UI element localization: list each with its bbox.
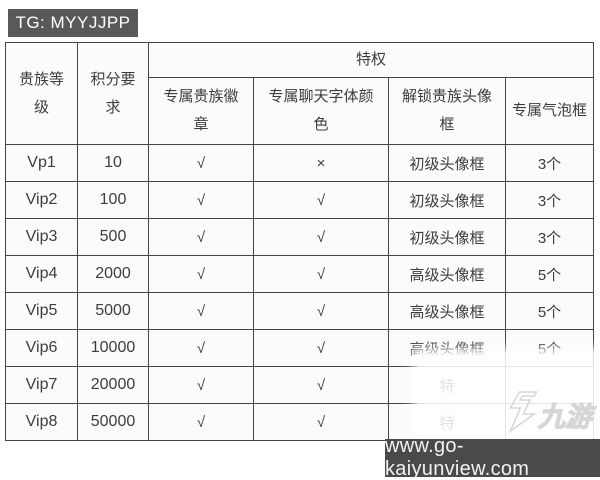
header-points: 积分要 求 <box>77 42 149 145</box>
cell-badge-flag: √ <box>148 292 254 330</box>
tg-watermark-text: TG: MYYJJPP <box>15 13 131 32</box>
cell-avatar-frame: 初级头像框 <box>388 144 506 182</box>
jiuyou-logo: 九游 <box>508 391 598 434</box>
jiuyou-logo-mark <box>508 391 538 434</box>
cell-badge-flag: √ <box>148 403 254 441</box>
header-row-sub: 专属贵族徽 章 专属聊天字体颜 色 解锁贵族头像 框 专属气泡框 <box>6 77 595 145</box>
cell-level: Vip6 <box>5 329 78 367</box>
cell-points: 100 <box>77 181 149 219</box>
jiuyou-logo-text: 九游 <box>537 402 597 432</box>
cell-avatar-frame: 初级头像框 <box>388 181 506 219</box>
cell-level: Vip3 <box>5 218 78 256</box>
cell-fontcolor-flag: √ <box>253 181 389 219</box>
header-font-color: 专属聊天字体颜 色 <box>253 77 389 145</box>
cell-points: 2000 <box>77 255 149 293</box>
cell-fontcolor-flag: × <box>253 144 389 182</box>
header-avatar-frame: 解锁贵族头像 框 <box>388 77 506 145</box>
header-level: 贵族等 级 <box>5 42 78 145</box>
cell-badge-flag: √ <box>148 366 254 404</box>
cell-badge-flag: √ <box>148 218 254 256</box>
cell-points: 5000 <box>77 292 149 330</box>
table-row: Vip3 500 √ √ 初级头像框 3个 <box>5 218 595 256</box>
cell-level: Vip7 <box>5 366 78 404</box>
cell-badge-flag: √ <box>148 255 254 293</box>
cell-level: Vp1 <box>5 144 78 182</box>
header-badge: 专属贵族徽 章 <box>148 77 254 145</box>
cell-level: Vip5 <box>5 292 78 330</box>
cell-fontcolor-flag: √ <box>253 403 389 441</box>
cell-avatar-frame: 初级头像框 <box>388 218 506 256</box>
table-row: Vip4 2000 √ √ 高级头像框 5个 <box>5 255 595 293</box>
cell-bubble-count: 5个 <box>504 255 595 293</box>
cell-points: 50000 <box>77 403 149 441</box>
cell-bubble-count: 5个 <box>504 292 595 330</box>
tg-watermark-badge: TG: MYYJJPP <box>8 9 138 37</box>
cell-bubble-count: 3个 <box>504 144 595 182</box>
cell-fontcolor-flag: √ <box>253 255 389 293</box>
cell-level: Vip8 <box>5 403 78 441</box>
cell-points: 500 <box>77 218 149 256</box>
cell-bubble-count: 3个 <box>504 181 595 219</box>
table-row: Vip6 10000 √ √ 高级头像框 5个 <box>5 329 595 367</box>
cell-fontcolor-flag: √ <box>253 366 389 404</box>
table-row: Vip2 100 √ √ 初级头像框 3个 <box>5 181 595 219</box>
header-bubble: 专属气泡框 <box>504 77 595 145</box>
table-row: Vip5 5000 √ √ 高级头像框 5个 <box>5 292 595 330</box>
cell-points: 10 <box>77 144 149 182</box>
cell-badge-flag: √ <box>148 181 254 219</box>
cell-fontcolor-flag: √ <box>253 329 389 367</box>
cell-points: 20000 <box>77 366 149 404</box>
cell-avatar-frame: 高级头像框 <box>388 255 506 293</box>
cell-avatar-frame: 高级头像框 <box>388 292 506 330</box>
white-watermark-overlay <box>418 353 600 441</box>
cell-fontcolor-flag: √ <box>253 218 389 256</box>
table-row: Vp1 10 √ × 初级头像框 3个 <box>5 144 595 182</box>
cell-points: 10000 <box>77 329 149 367</box>
site-url-bar: www.go-kaiyunview.com <box>385 435 600 480</box>
cell-fontcolor-flag: √ <box>253 292 389 330</box>
cell-badge-flag: √ <box>148 144 254 182</box>
site-url-text: www.go-kaiyunview.com <box>385 435 530 480</box>
cell-level: Vip2 <box>5 181 78 219</box>
header-privileges: 特权 <box>147 42 595 78</box>
cell-level: Vip4 <box>5 255 78 293</box>
cell-badge-flag: √ <box>148 329 254 367</box>
header-row-top: 贵族等 级 积分要 求 特权 <box>5 42 595 145</box>
cell-bubble-count: 3个 <box>504 218 595 256</box>
